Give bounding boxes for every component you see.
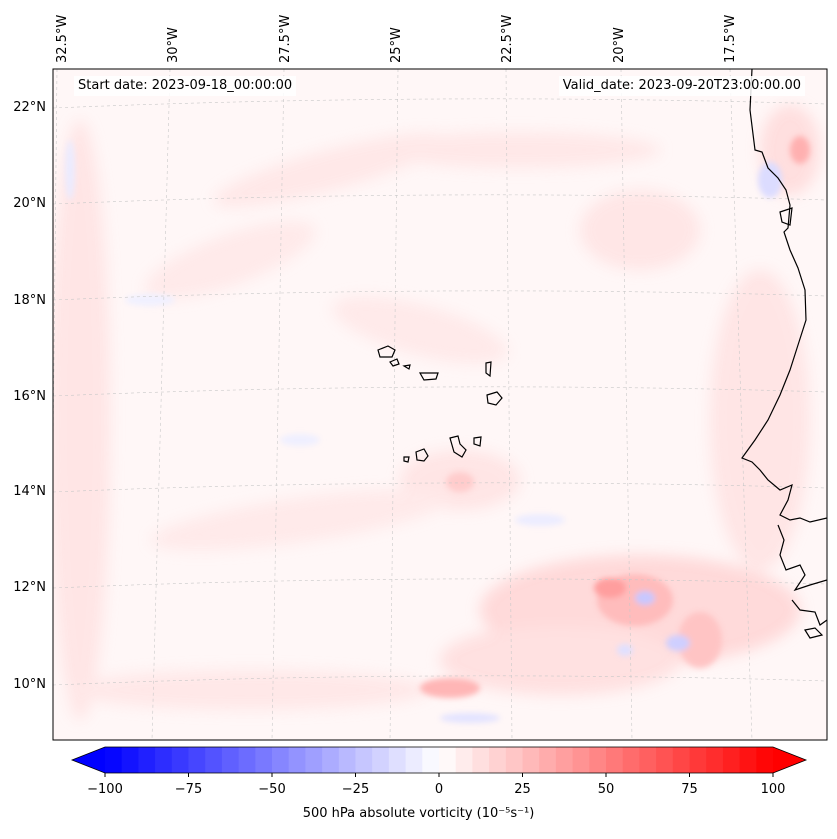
- lon-label: 25°W: [389, 27, 404, 63]
- coastline: [741, 69, 827, 639]
- colorbar-segment: [739, 747, 757, 773]
- colorbar-segment: [121, 747, 139, 773]
- lon-label: 30°W: [166, 27, 181, 63]
- colorbar-segment: [656, 747, 674, 773]
- colorbar-segment: [756, 747, 774, 773]
- colorbar-segment: [572, 747, 590, 773]
- map-frame: [52, 68, 828, 741]
- cape-verde-islands: [377, 345, 503, 463]
- colorbar-segment: [606, 747, 624, 773]
- colorbar-segment: [672, 747, 690, 773]
- colorbar-segment: [489, 747, 507, 773]
- colorbar-segment: [722, 747, 741, 773]
- colorbar-tick-label: 100: [761, 782, 786, 797]
- lat-label: 18°N: [13, 293, 46, 308]
- valid-date-label: Valid_date: 2023-09-20T23:00:00.00: [558, 76, 805, 96]
- colorbar-segment: [288, 747, 306, 773]
- colorbar-tick-label: 25: [514, 782, 531, 797]
- colorbar: −100 −75 −50 −25 0 25 50 75 100: [70, 746, 808, 797]
- lon-label: 22.5°W: [500, 15, 515, 63]
- colorbar-segment: [555, 747, 574, 773]
- colorbar-segment: [155, 747, 173, 773]
- colorbar-segment: [422, 747, 440, 773]
- colorbar-tick-label: 50: [598, 782, 615, 797]
- colorbar-segment: [689, 747, 707, 773]
- colorbar-segment: [221, 747, 240, 773]
- colorbar-segment: [706, 747, 724, 773]
- lon-label: 32.5°W: [55, 15, 70, 63]
- colorbar-segment: [505, 747, 523, 773]
- colorbar-tick-label: −25: [342, 782, 369, 797]
- colorbar-segment: [171, 747, 189, 773]
- colorbar-segment: [255, 747, 273, 773]
- colorbar-segment: [439, 747, 457, 773]
- lat-label: 12°N: [13, 580, 46, 595]
- graticule: [53, 69, 827, 740]
- colorbar-segment: [639, 747, 657, 773]
- colorbar-segment: [205, 747, 223, 773]
- colorbar-segment: [238, 747, 256, 773]
- lat-label: 22°N: [13, 100, 46, 115]
- colorbar-tick-label: −50: [258, 782, 285, 797]
- longitude-labels: 32.5°W 30°W 27.5°W 25°W 22.5°W 20°W 17.5…: [55, 15, 738, 63]
- colorbar-extend-min: [72, 747, 105, 773]
- lat-label: 16°N: [13, 389, 46, 404]
- lon-label: 17.5°W: [723, 15, 738, 63]
- colorbar-tick-label: −100: [87, 782, 123, 797]
- colorbar-tick-label: 75: [681, 782, 698, 797]
- colorbar-segment: [372, 747, 390, 773]
- latitude-labels: 22°N 20°N 18°N 16°N 14°N 12°N 10°N: [13, 100, 46, 692]
- start-date-label: Start date: 2023-09-18_00:00:00: [74, 76, 297, 96]
- colorbar-segment: [138, 747, 156, 773]
- lat-label: 14°N: [13, 484, 46, 499]
- colorbar-segment: [188, 747, 206, 773]
- lon-label: 27.5°W: [278, 15, 293, 63]
- lon-label: 20°W: [612, 27, 627, 63]
- colorbar-segment: [622, 747, 640, 773]
- colorbar-segment: [322, 747, 340, 773]
- colorbar-segment: [272, 747, 290, 773]
- colorbar-segment: [539, 747, 557, 773]
- colorbar-segment: [338, 747, 356, 773]
- colorbar-tick-label: 0: [435, 782, 443, 797]
- colorbar-segment: [472, 747, 490, 773]
- colorbar-segment: [105, 747, 123, 773]
- vorticity-field: [53, 69, 827, 740]
- colorbar-segment: [522, 747, 540, 773]
- colorbar-segment: [405, 747, 423, 773]
- colorbar-segment: [355, 747, 373, 773]
- colorbar-extend-max: [773, 747, 806, 773]
- colorbar-segment: [388, 747, 407, 773]
- lat-label: 20°N: [13, 196, 46, 211]
- colorbar-segment: [589, 747, 607, 773]
- colorbar-tick-label: −75: [175, 782, 202, 797]
- lat-label: 10°N: [13, 677, 46, 692]
- colorbar-title: 500 hPa absolute vorticity (10⁻⁵s⁻¹): [302, 806, 535, 821]
- colorbar-segment: [305, 747, 323, 773]
- colorbar-segment: [455, 747, 473, 773]
